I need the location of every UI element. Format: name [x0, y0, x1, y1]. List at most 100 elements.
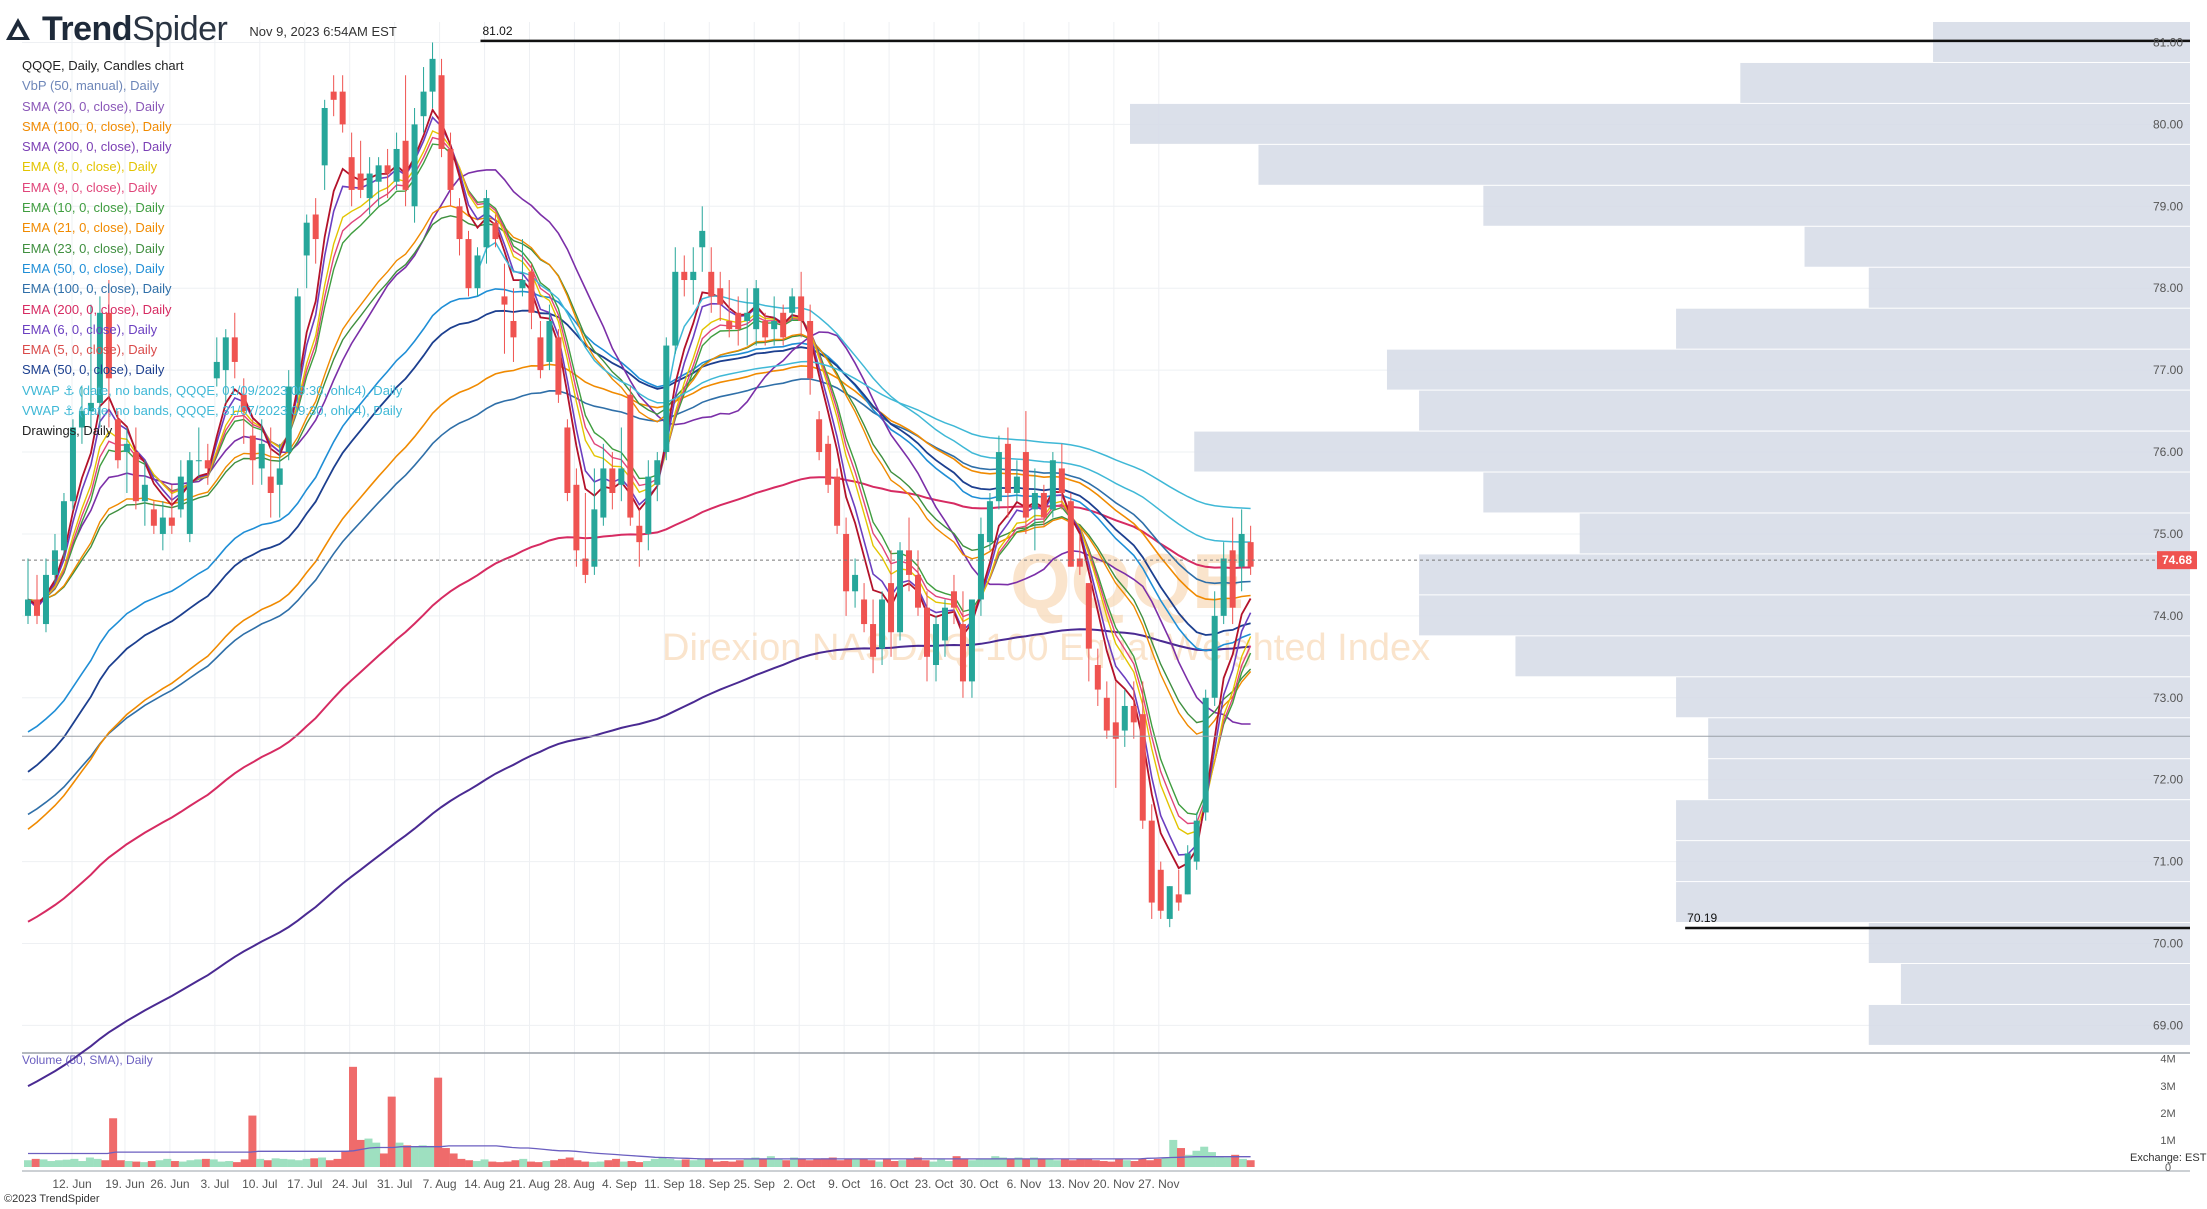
legend-item[interactable]: Drawings, Daily — [22, 423, 113, 439]
legend-item[interactable]: VbP (50, manual), Daily — [22, 78, 160, 94]
volume-bar — [124, 1161, 133, 1167]
candle-body — [177, 476, 184, 510]
volume-bar — [975, 1158, 984, 1167]
legend-item[interactable]: EMA (21, 0, close), Daily — [22, 220, 165, 236]
candle-body — [1202, 697, 1209, 813]
legend-item[interactable]: SMA (20, 0, close), Daily — [22, 98, 165, 114]
volume-bar — [921, 1160, 930, 1167]
legend-item[interactable]: EMA (200, 0, close), Daily — [22, 301, 172, 317]
candle-body — [555, 337, 562, 395]
legend-item[interactable]: SMA (100, 0, close), Daily — [22, 118, 172, 134]
volume-bar — [797, 1159, 806, 1167]
ema-50-line — [27, 288, 1251, 733]
volume-bar — [650, 1158, 659, 1167]
brand-bold: Trend — [42, 10, 133, 48]
volume-bar — [542, 1161, 551, 1167]
ema-23-line — [27, 215, 1252, 724]
candle-body — [663, 345, 670, 453]
last-price-marker: 74.68 — [22, 551, 2197, 570]
legend-item[interactable]: QQQE, Daily, Candles chart — [22, 58, 184, 73]
vbp-bar — [1419, 554, 2190, 595]
candle-body — [213, 361, 220, 379]
volume-bar — [271, 1158, 280, 1167]
volume-bar — [581, 1161, 590, 1167]
candle-body — [465, 239, 472, 289]
candle-body — [393, 148, 400, 182]
candle-body — [411, 124, 418, 207]
volume-bar — [1014, 1157, 1023, 1167]
x-tick-label: 26. Jun — [150, 1177, 189, 1191]
legend-item[interactable]: SMA (50, 0, close), Daily — [22, 362, 165, 378]
candle-body — [447, 148, 454, 190]
volume-bar — [720, 1161, 729, 1167]
legend-item[interactable]: SMA (200, 0, close), Daily — [22, 139, 172, 155]
x-tick-label: 3. Jul — [201, 1177, 230, 1191]
volume-bar — [201, 1158, 210, 1167]
candle-body — [888, 583, 895, 633]
volume-bar — [1006, 1158, 1015, 1167]
volume-bar — [1107, 1161, 1116, 1167]
volume-bar — [511, 1160, 520, 1167]
volume-bar — [395, 1142, 404, 1167]
volume-bar — [968, 1160, 977, 1167]
legend-item[interactable]: EMA (8, 0, close), Daily — [22, 159, 158, 175]
legend-item[interactable]: EMA (10, 0, close), Daily — [22, 200, 165, 216]
candle-body — [1130, 705, 1137, 723]
candle-body — [915, 574, 922, 608]
vbp-bar — [1676, 677, 2190, 718]
legend-item[interactable]: VWAP ⚓ (date, no bands, QQQE, 31/07/2023… — [22, 403, 403, 419]
vwap-jul-line — [476, 241, 1251, 510]
candle-body — [285, 386, 292, 453]
volume-bar — [116, 1160, 125, 1167]
volume-bar — [913, 1157, 922, 1167]
candle-body — [618, 468, 625, 485]
y-tick-label: 76.00 — [2153, 445, 2183, 459]
volume-bar — [534, 1162, 543, 1167]
candle-body — [303, 222, 310, 256]
x-tick-label: 25. Sep — [734, 1177, 776, 1191]
axes: 81.00 80.00 79.00 78.00 77.00 76.00 75.00 74.00… — [52, 35, 2183, 1191]
volume-bar — [550, 1160, 559, 1167]
candle-body — [546, 320, 553, 362]
candle-body — [258, 443, 265, 469]
volume-tick-label: 3M — [2160, 1081, 2175, 1093]
legend-item[interactable]: EMA (50, 0, close), Daily — [22, 260, 165, 276]
candle-body — [609, 468, 616, 493]
volume-bar — [526, 1161, 535, 1167]
legend-item[interactable]: EMA (100, 0, close), Daily — [22, 281, 172, 297]
volume-bar — [666, 1158, 675, 1167]
y-tick-label: 72.00 — [2153, 773, 2183, 787]
volume-bar — [1215, 1156, 1224, 1167]
legend-item[interactable]: VWAP ⚓ (date, no bands, QQQE, 01/09/2023… — [22, 382, 403, 398]
volume-bar — [70, 1158, 79, 1167]
volume-bar — [813, 1158, 822, 1167]
volume-bar — [140, 1162, 149, 1167]
legend-item[interactable]: EMA (23, 0, close), Daily — [22, 240, 165, 256]
candle-body — [267, 476, 274, 493]
candle-body — [1211, 615, 1218, 698]
legend-item[interactable]: EMA (6, 0, close), Daily — [22, 321, 158, 337]
y-tick-label: 81.00 — [2153, 35, 2183, 49]
volume-bar — [294, 1160, 303, 1167]
legend-item[interactable]: EMA (5, 0, close), Daily — [22, 342, 158, 358]
candle-body — [941, 607, 948, 641]
x-tick-label: 19. Jun — [105, 1177, 144, 1191]
candle-body — [528, 271, 535, 313]
volume-bar — [78, 1161, 87, 1167]
timestamp: Nov 9, 2023 6:54AM EST — [249, 24, 397, 39]
volume-bar — [790, 1157, 799, 1167]
candle-body — [33, 599, 40, 616]
legend-item[interactable]: EMA (9, 0, close), Daily — [22, 179, 158, 195]
x-tick-label: 17. Jul — [287, 1177, 322, 1191]
candle-body — [1175, 894, 1182, 903]
volume-bar — [349, 1066, 358, 1167]
candle-body — [897, 550, 904, 633]
x-tick-label: 7. Aug — [423, 1177, 457, 1191]
ema-100-line — [27, 378, 1251, 816]
volume-tick-label: 4M — [2160, 1054, 2175, 1066]
volume-bar — [248, 1115, 257, 1167]
vbp-bar — [1194, 431, 2190, 472]
y-tick-label: 78.00 — [2153, 281, 2183, 295]
candle-body — [69, 427, 76, 502]
